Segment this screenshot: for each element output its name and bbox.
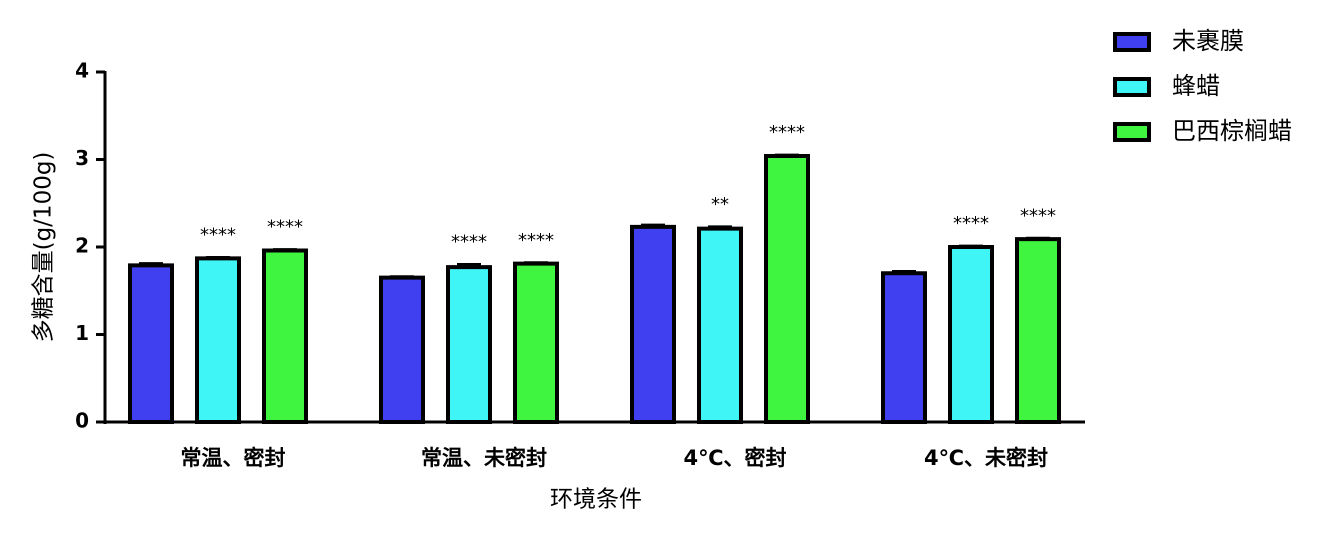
error-bar	[457, 263, 481, 268]
x-tick-label: 4℃、未密封	[924, 446, 1048, 470]
significance-label: ****	[769, 122, 805, 143]
x-tick-label: 常温、密封	[181, 446, 286, 470]
bar	[764, 154, 810, 424]
error-bar	[892, 270, 916, 274]
significance-label: ****	[953, 213, 989, 234]
bar	[630, 224, 676, 424]
bar	[262, 248, 308, 424]
y-tick-label: 2	[75, 234, 89, 258]
error-bar	[708, 225, 732, 229]
significance-label: ****	[518, 230, 554, 251]
error-bar	[139, 262, 163, 266]
significance-label: ****	[267, 217, 303, 238]
y-tick-label: 4	[75, 59, 89, 83]
error-bar	[959, 244, 983, 248]
significance-label: ****	[1020, 205, 1056, 226]
error-bar	[390, 275, 414, 279]
error-bar	[775, 153, 799, 157]
error-bar	[273, 248, 297, 252]
bar	[195, 256, 241, 424]
bar	[128, 263, 174, 424]
y-tick-label: 1	[75, 321, 89, 345]
x-axis-title: 环境条件	[550, 487, 642, 513]
bar	[379, 275, 425, 424]
bar	[446, 265, 492, 424]
bar	[881, 271, 927, 424]
error-bar	[524, 261, 548, 265]
legend-label: 未裹膜	[1172, 27, 1244, 55]
x-tick-label: 常温、未密封	[421, 446, 547, 470]
bar	[697, 226, 743, 424]
bar	[948, 245, 994, 424]
error-bar	[1026, 236, 1050, 240]
significance-label: ****	[200, 225, 236, 246]
error-bar	[641, 223, 665, 227]
legend-label: 蜂蜡	[1172, 72, 1220, 100]
legend-swatch	[1113, 122, 1151, 142]
bar	[513, 261, 559, 424]
significance-label: **	[711, 194, 729, 215]
legend-label: 巴西棕榈蜡	[1172, 117, 1292, 145]
y-axis-title: 多糖含量(g/100g)	[31, 152, 57, 343]
y-tick-label: 0	[75, 409, 89, 433]
y-tick-label: 3	[75, 146, 89, 170]
legend-swatch	[1113, 32, 1151, 52]
error-bar	[206, 256, 230, 259]
bar	[1015, 237, 1061, 424]
legend-swatch	[1113, 77, 1151, 97]
x-tick-label: 4℃、密封	[683, 446, 786, 470]
significance-label: ****	[451, 232, 487, 253]
